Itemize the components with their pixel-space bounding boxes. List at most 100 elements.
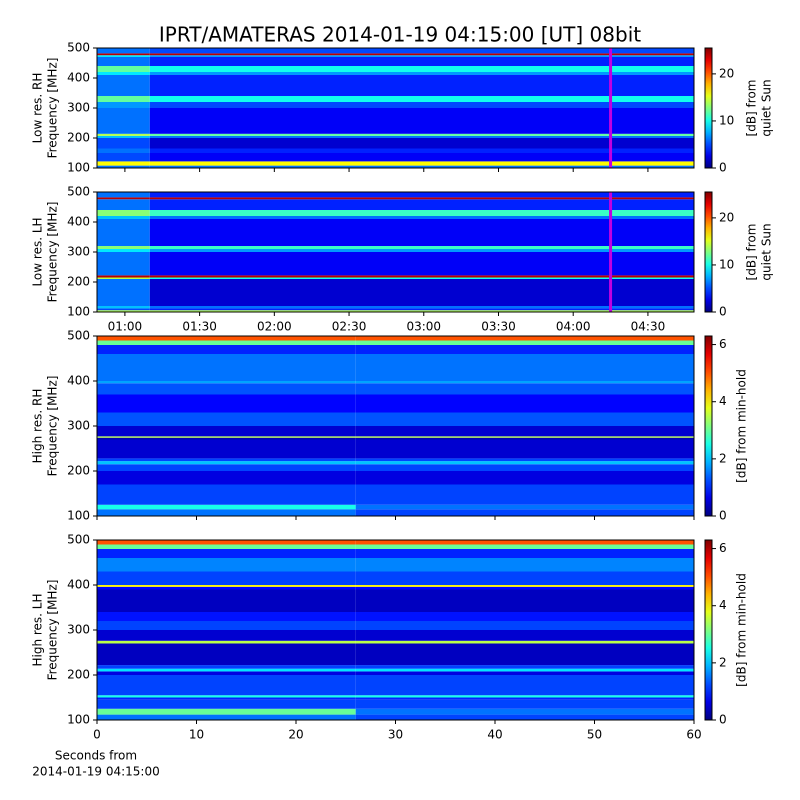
heatmap-cell xyxy=(97,439,356,459)
y-tick-label: 300 xyxy=(67,419,90,433)
colorbar-label: quiet Sun xyxy=(760,223,774,280)
heatmap-cell xyxy=(97,148,150,153)
x-tick-label: 04:30 xyxy=(631,320,666,334)
figure-title: IPRT/AMATERAS 2014-01-19 04:15:00 [UT] 0… xyxy=(159,23,641,47)
heatmap-cell xyxy=(97,643,356,666)
heatmap-cell xyxy=(149,161,694,166)
heatmap-cell xyxy=(97,138,150,149)
heatmap-cell xyxy=(355,549,694,558)
heatmap-cell xyxy=(97,246,150,249)
heatmap-cell xyxy=(97,714,356,720)
colorbar-label: [dB] from xyxy=(745,224,759,281)
x-axis-label: 2014-01-19 04:15:00 xyxy=(32,765,159,779)
heatmap-cell xyxy=(97,671,356,675)
heatmap-cell xyxy=(149,153,694,162)
heatmap-cell xyxy=(149,108,694,134)
colorbar-tick-label: 6 xyxy=(719,337,727,351)
heatmap-cell xyxy=(355,471,694,485)
y-axis-label: Frequency [MHz] xyxy=(46,580,60,681)
y-tick-label: 500 xyxy=(67,329,90,343)
heatmap-cell xyxy=(149,306,694,309)
heatmap-cell xyxy=(149,55,694,57)
heatmap-cell xyxy=(97,640,356,644)
heatmap-cell xyxy=(149,219,694,246)
heatmap-cell xyxy=(97,589,356,612)
heatmap-cell xyxy=(355,714,694,720)
y-axis-label: Frequency [MHz] xyxy=(46,202,60,303)
heatmap-cell xyxy=(355,461,694,465)
heatmap-cell xyxy=(355,697,694,700)
colorbar xyxy=(704,335,713,517)
y-tick-label: 500 xyxy=(67,41,90,55)
colorbar xyxy=(704,191,713,313)
colorbar-tick-label: 10 xyxy=(719,257,734,271)
heatmap-cell xyxy=(97,308,150,311)
y-tick-label: 400 xyxy=(67,374,90,388)
heatmap-cell xyxy=(97,471,356,485)
heatmap-cell xyxy=(149,102,694,108)
colorbar xyxy=(704,539,713,721)
heatmap-cell xyxy=(97,192,150,198)
heatmap-cell xyxy=(97,436,356,438)
heatmap-cell xyxy=(355,458,694,462)
colorbar-tick-label: 20 xyxy=(719,210,734,224)
x-tick-label: 02:00 xyxy=(257,320,292,334)
colorbar-tick-label: 0 xyxy=(719,305,727,319)
heatmap-cell xyxy=(97,544,356,549)
colorbar-tick-label: 0 xyxy=(719,713,727,727)
y-tick-label: 100 xyxy=(67,713,90,727)
y-axis-label: Low res. RH xyxy=(31,73,45,144)
heatmap-cell xyxy=(149,53,694,56)
heatmap-cell xyxy=(355,675,694,696)
colorbar-label: [dB] from min-hold xyxy=(735,573,749,687)
heatmap-cell xyxy=(355,621,694,630)
x-tick-label: 01:30 xyxy=(182,320,217,334)
heatmap-cell xyxy=(149,210,694,216)
heatmap-cell xyxy=(97,540,356,545)
heatmap-cell xyxy=(97,102,150,108)
heatmap-cell xyxy=(97,381,356,384)
heatmap-cell xyxy=(355,412,694,426)
heatmap-cell xyxy=(355,558,694,572)
colorbar-label: quiet Sun xyxy=(760,79,774,136)
heatmap-cell xyxy=(97,437,356,440)
y-tick-label: 400 xyxy=(67,71,90,85)
heatmap-cell xyxy=(149,66,694,72)
heatmap-cell xyxy=(97,383,356,395)
heatmap-cell xyxy=(355,708,694,715)
heatmap-cell xyxy=(97,48,150,54)
heatmap-cell xyxy=(149,216,694,219)
heatmap-cell xyxy=(149,48,694,54)
heatmap-cell xyxy=(97,53,150,56)
heatmap-cell xyxy=(355,695,694,698)
heatmap-cell xyxy=(97,558,356,572)
heatmap-cell xyxy=(97,277,150,279)
heatmap-cell xyxy=(355,464,694,471)
y-tick-label: 100 xyxy=(67,305,90,319)
heatmap-cell xyxy=(149,165,694,168)
heatmap-cell xyxy=(97,708,356,715)
heatmap-cell xyxy=(97,354,356,381)
heatmap-cell xyxy=(97,549,356,558)
heatmap-cell xyxy=(97,310,150,312)
colorbar-tick-label: 0 xyxy=(719,509,727,523)
x-tick-label: 30 xyxy=(388,728,403,742)
heatmap-cell xyxy=(355,340,694,345)
heatmap-cell xyxy=(355,336,694,341)
colorbar-tick-label: 2 xyxy=(719,451,727,465)
heatmap-cell xyxy=(355,671,694,675)
heatmap-cell xyxy=(149,197,694,200)
colorbar-tick-label: 20 xyxy=(719,66,734,80)
heatmap-cell xyxy=(355,612,694,621)
y-axis-label: Low res. LH xyxy=(31,217,45,286)
heatmap-cell xyxy=(97,345,356,354)
colorbar xyxy=(704,47,713,169)
heatmap-cell xyxy=(149,75,694,96)
heatmap-cell xyxy=(149,199,694,210)
y-tick-label: 500 xyxy=(67,185,90,199)
heatmap-cell xyxy=(97,412,356,426)
heatmap-cell xyxy=(97,699,356,709)
heatmap-cell xyxy=(355,571,694,585)
heatmap-cell xyxy=(97,57,150,66)
heatmap-cell xyxy=(97,108,150,134)
